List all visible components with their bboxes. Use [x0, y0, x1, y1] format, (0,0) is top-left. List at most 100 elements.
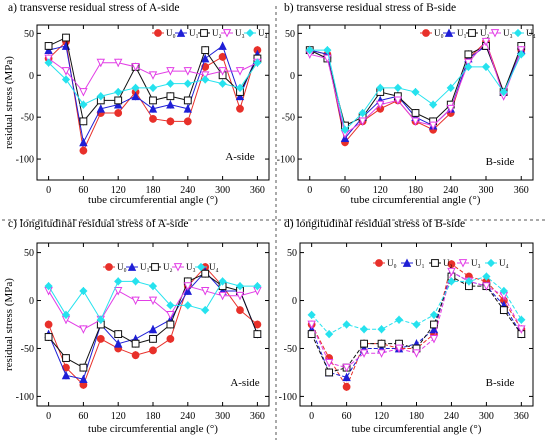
x-tick-label: 60	[342, 411, 352, 422]
legend-item: U₁	[443, 28, 467, 38]
x-tick-label: 0	[46, 411, 51, 422]
data-point	[114, 277, 123, 286]
legend-item: U₄	[195, 262, 219, 272]
y-tick-label: 0	[292, 296, 297, 307]
data-point	[44, 45, 53, 55]
data-point	[446, 83, 455, 92]
data-point	[149, 114, 157, 123]
x-tick-label: 180	[408, 185, 423, 196]
x-tick-label: 180	[146, 411, 161, 422]
data-point	[235, 67, 245, 76]
x-tick-label: 60	[78, 411, 88, 422]
data-point	[148, 296, 158, 306]
data-point	[201, 306, 210, 315]
x-tick-label: 240	[180, 411, 195, 422]
series-U4	[305, 46, 526, 134]
series-U4	[44, 277, 262, 324]
data-point	[394, 315, 404, 324]
chart-panel-1: a) transverse residual stress of A-side 0…	[3, 2, 270, 206]
legend-label: U₂	[212, 28, 222, 38]
data-point	[325, 368, 334, 377]
data-point	[499, 87, 508, 97]
data-point	[307, 330, 316, 338]
legend-label: U₀	[166, 28, 176, 38]
y-tick-label: -100	[16, 155, 34, 166]
data-point	[79, 363, 88, 372]
x-tick-label: 300	[215, 185, 230, 196]
data-point	[114, 96, 123, 105]
legend-item: U₂	[466, 28, 490, 38]
legend-marker	[444, 28, 454, 37]
series-U3	[307, 267, 526, 373]
data-point	[464, 50, 473, 59]
y-tick-label: 0	[29, 296, 34, 307]
data-point	[201, 46, 210, 55]
legend-marker	[468, 29, 476, 37]
data-point	[79, 137, 88, 147]
data-point	[183, 104, 193, 113]
y-tick-label: 50	[285, 29, 295, 40]
data-point	[44, 58, 53, 67]
chart-title: d) longitudinal residual stress of B-sid…	[284, 218, 465, 230]
y-tick-label: -100	[279, 392, 297, 403]
legend-marker	[154, 29, 162, 37]
data-point	[342, 372, 351, 382]
data-point	[218, 79, 227, 88]
x-tick-label: 360	[250, 411, 265, 422]
data-point	[148, 83, 158, 92]
legend: U₀ U₁ U₂ U₃ U₄	[373, 258, 509, 268]
data-point	[218, 291, 227, 301]
side-label: A-side	[225, 151, 254, 163]
legend-marker	[486, 258, 496, 268]
data-point	[411, 87, 420, 97]
data-point	[428, 121, 438, 131]
y-tick-label: -100	[277, 155, 295, 166]
legend-label: U₂	[443, 258, 453, 268]
data-point	[79, 374, 88, 384]
data-point	[44, 282, 53, 291]
chart-title: a) transverse residual stress of A-side	[8, 2, 180, 14]
data-point	[377, 339, 386, 348]
data-point	[429, 334, 439, 344]
legend: U₀ U₁ U₂ U₃ U₄	[420, 28, 536, 38]
data-point	[482, 282, 491, 291]
series-U2	[44, 269, 262, 372]
legend-item: U₃	[457, 258, 481, 268]
series-U1	[44, 41, 262, 147]
data-point	[218, 67, 227, 76]
x-tick-label: 120	[111, 411, 126, 422]
series-U2	[44, 33, 262, 126]
legend-item: U₂	[149, 262, 173, 272]
y-tick-label: 0	[290, 71, 295, 82]
side-label: A-side	[230, 377, 259, 389]
data-point	[429, 324, 439, 334]
data-point	[166, 100, 175, 109]
data-point	[61, 67, 71, 76]
data-point	[183, 282, 193, 291]
data-point	[412, 320, 421, 329]
data-point	[201, 75, 210, 84]
data-point	[235, 291, 245, 301]
data-point	[464, 62, 473, 71]
legend-marker	[490, 29, 500, 38]
data-point	[482, 272, 491, 281]
data-point	[114, 330, 123, 338]
data-point	[166, 301, 175, 310]
x-tick-label: 240	[444, 411, 459, 422]
legend-marker	[245, 28, 255, 38]
data-point	[148, 71, 158, 80]
x-tick-label: 240	[180, 185, 195, 196]
data-point	[183, 96, 192, 105]
y-tick-label: 50	[24, 248, 34, 259]
legend-item: U₃	[489, 28, 513, 38]
data-point	[96, 315, 105, 324]
data-point	[44, 320, 53, 329]
data-point	[183, 67, 193, 76]
data-point	[393, 83, 402, 92]
x-tick-label: 60	[340, 185, 350, 196]
legend-marker	[513, 28, 523, 38]
data-point	[200, 287, 210, 296]
data-point	[411, 117, 420, 126]
data-point	[464, 58, 473, 68]
